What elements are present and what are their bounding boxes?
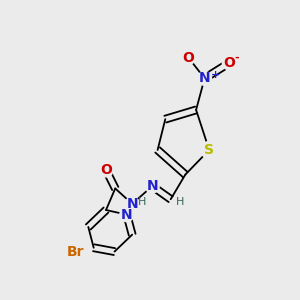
Circle shape bbox=[201, 142, 218, 158]
Text: H: H bbox=[138, 197, 146, 207]
Circle shape bbox=[99, 163, 113, 177]
Text: O: O bbox=[182, 51, 194, 64]
Circle shape bbox=[198, 71, 212, 85]
Text: S: S bbox=[204, 143, 214, 157]
Text: -: - bbox=[235, 52, 239, 63]
Circle shape bbox=[125, 197, 139, 211]
Circle shape bbox=[120, 208, 134, 222]
Text: O: O bbox=[100, 163, 112, 177]
Text: +: + bbox=[211, 70, 220, 80]
Text: N: N bbox=[126, 197, 138, 211]
Circle shape bbox=[145, 179, 159, 193]
Text: N: N bbox=[121, 208, 133, 222]
Circle shape bbox=[66, 242, 85, 261]
Circle shape bbox=[182, 51, 195, 64]
Circle shape bbox=[222, 56, 236, 70]
Text: N: N bbox=[199, 71, 210, 85]
Text: O: O bbox=[223, 56, 235, 70]
Text: Br: Br bbox=[67, 244, 84, 259]
Text: N: N bbox=[146, 179, 158, 193]
Text: H: H bbox=[176, 196, 184, 206]
